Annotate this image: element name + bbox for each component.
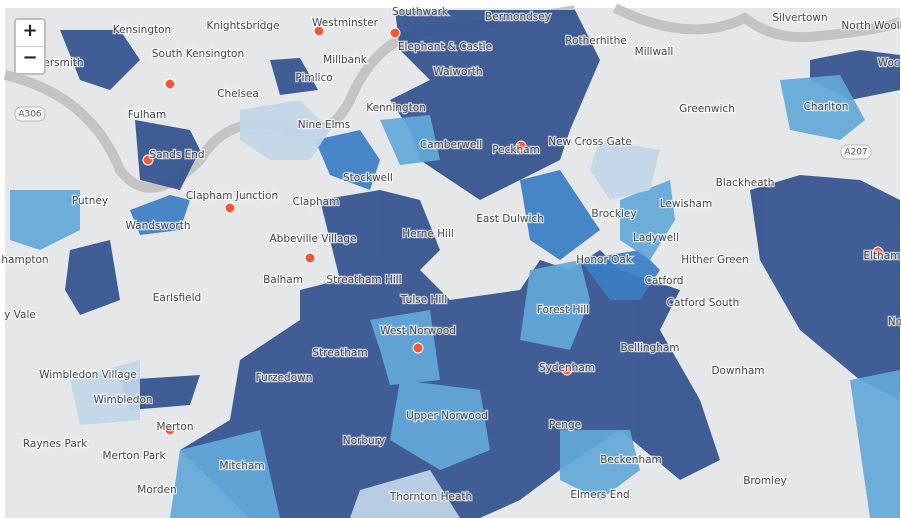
markers [142, 25, 884, 436]
place-label: Elephant & Castle [398, 41, 492, 53]
place-label: Honor Oak [576, 254, 633, 266]
place-label: Morden [137, 484, 176, 496]
place-label: West Norwood [380, 325, 456, 337]
place-label: Nine Elms [298, 119, 350, 131]
place-label: Wimbledon [93, 394, 152, 406]
place-label: No [888, 316, 901, 328]
place-label: Woo [878, 57, 901, 69]
place-label: Thornton Heath [389, 491, 472, 503]
zoom-out-button[interactable]: − [16, 46, 44, 73]
place-label: Kensington [113, 24, 171, 36]
place-label: Beckenham [600, 454, 662, 466]
place-label: Chelsea [217, 88, 259, 100]
place-label: Norbury [343, 435, 385, 447]
place-label: Wandsworth [125, 220, 190, 232]
place-label: Furzedown [256, 372, 313, 384]
place-label: Downham [711, 365, 764, 377]
place-label: Millbank [323, 54, 368, 66]
zoom-control: + − [14, 18, 46, 75]
place-label: Bromley [743, 475, 787, 487]
place-label: Southwark [392, 6, 449, 18]
road-label: A306 [18, 110, 42, 120]
place-label: Kennington [366, 102, 426, 114]
place-label: South Kensington [152, 48, 244, 60]
place-label: Silvertown [772, 12, 827, 24]
place-label: Ladywell [633, 232, 679, 244]
place-label: y Vale [4, 309, 36, 321]
place-label: Clapham Junction [186, 190, 278, 202]
place-label: Rotherhithe [565, 35, 626, 47]
place-label: Merton [156, 421, 193, 433]
place-label: Brockley [591, 208, 636, 220]
place-label: New Cross Gate [548, 136, 632, 148]
road-label: A207 [844, 148, 867, 158]
place-label: Wimbledon Village [39, 369, 137, 381]
place-label: hampton [1, 254, 48, 266]
place-label: Westminster [312, 17, 379, 29]
place-label: Blackheath [716, 177, 775, 189]
place-label: Forest Hill [537, 304, 589, 316]
districts [10, 10, 900, 518]
place-label: Herne Hill [402, 228, 454, 240]
place-label: Eltham [864, 250, 901, 262]
place-label: Balham [263, 274, 303, 286]
place-label: Millwall [635, 46, 674, 58]
place-label: Penge [549, 419, 581, 431]
place-label: Knightsbridge [206, 20, 279, 32]
place-label: Charlton [804, 101, 849, 113]
place-label: Peckham [492, 144, 540, 156]
place-label: Elmers End [570, 489, 629, 501]
place-label: North Wooli [841, 20, 901, 32]
place-label: Bermondsey [485, 11, 551, 23]
road-shield [840, 144, 872, 160]
place-label: Sydenham [539, 362, 595, 374]
place-label: Streatham Hill [326, 274, 401, 286]
place-label: Camberwell [420, 139, 482, 151]
road-shield [14, 106, 46, 122]
place-label: Walworth [433, 66, 482, 78]
place-label: Catford [645, 275, 684, 287]
place-label: East Dulwich [476, 213, 544, 225]
place-label: Earlsfield [153, 292, 201, 304]
place-label: Merton Park [102, 450, 166, 462]
place-label: Bellingham [620, 342, 679, 354]
place-label: Abbeville Village [270, 233, 357, 245]
place-label: Catford South [667, 297, 740, 309]
place-label: Clapham [293, 196, 340, 208]
place-label: Hither Green [681, 254, 749, 266]
place-label: Greenwich [679, 103, 735, 115]
place-label: Mitcham [219, 460, 264, 472]
place-label: Raynes Park [23, 438, 88, 450]
place-label: Upper Norwood [406, 410, 488, 422]
zoom-in-button[interactable]: + [22, 20, 38, 41]
place-label: Tulse Hill [400, 294, 447, 306]
place-label: Pimlico [295, 72, 332, 84]
place-label: Stockwell [343, 172, 393, 184]
place-label: Fulham [128, 109, 166, 121]
place-label: Sands End [149, 149, 204, 161]
place-label: Streatham [312, 347, 367, 359]
place-label: Lewisham [660, 198, 712, 210]
place-label: Putney [72, 195, 108, 207]
